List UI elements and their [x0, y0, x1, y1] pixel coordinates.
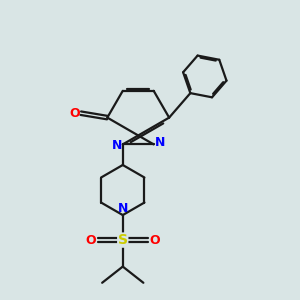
Text: O: O	[69, 107, 80, 120]
Text: O: O	[150, 234, 160, 247]
Text: S: S	[118, 233, 128, 247]
Text: N: N	[155, 136, 165, 149]
Text: N: N	[118, 202, 128, 215]
Text: N: N	[112, 140, 123, 152]
Text: O: O	[85, 234, 96, 247]
